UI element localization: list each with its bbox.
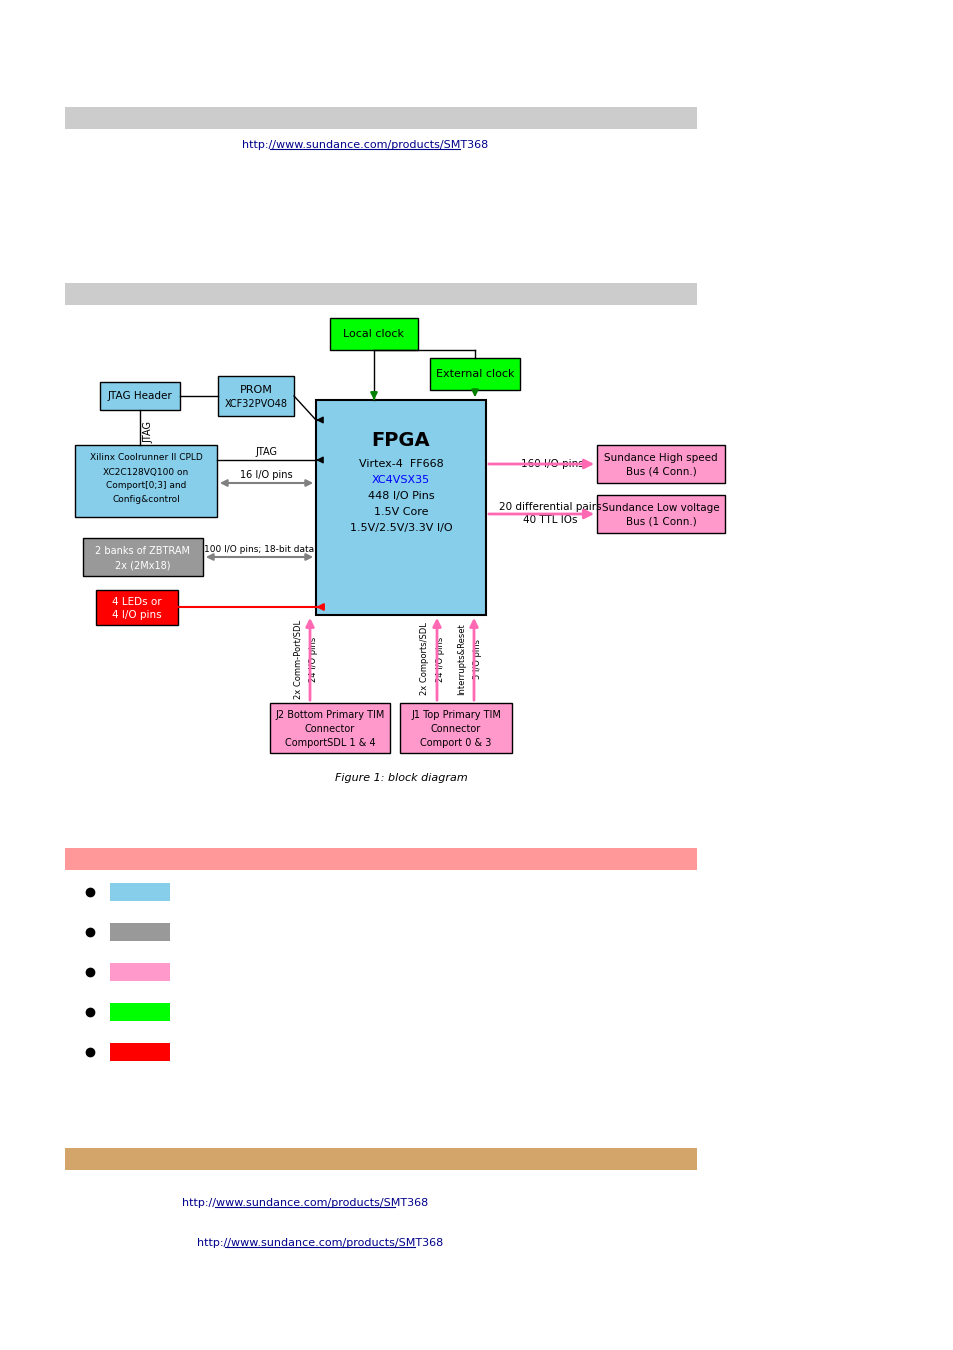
Text: 1.5V/2.5V/3.3V I/O: 1.5V/2.5V/3.3V I/O bbox=[350, 522, 452, 533]
Text: PROM: PROM bbox=[239, 385, 273, 396]
Text: 20 differential pairs: 20 differential pairs bbox=[498, 502, 600, 512]
Text: JTAG: JTAG bbox=[143, 421, 152, 443]
Bar bbox=[110, 963, 170, 981]
Bar bbox=[597, 446, 724, 483]
Text: Comport[0;3] and: Comport[0;3] and bbox=[106, 482, 186, 490]
Text: http://www.sundance.com/products/SMT368: http://www.sundance.com/products/SMT368 bbox=[182, 1197, 428, 1208]
Text: Virtex-4  FF668: Virtex-4 FF668 bbox=[358, 459, 443, 468]
Text: Connector: Connector bbox=[305, 724, 355, 734]
Text: Connector: Connector bbox=[431, 724, 480, 734]
Bar bbox=[330, 319, 417, 350]
Text: External clock: External clock bbox=[436, 369, 514, 379]
Bar bbox=[110, 1044, 170, 1061]
Text: 24 I/O pins: 24 I/O pins bbox=[436, 636, 445, 682]
Text: XC2C128VQ100 on: XC2C128VQ100 on bbox=[103, 467, 189, 477]
Text: 4 I/O pins: 4 I/O pins bbox=[112, 610, 162, 620]
Text: J2 Bottom Primary TIM: J2 Bottom Primary TIM bbox=[275, 710, 384, 720]
Text: 4 LEDs or: 4 LEDs or bbox=[112, 597, 162, 608]
Text: Bus (4 Conn.): Bus (4 Conn.) bbox=[625, 467, 696, 477]
Bar bbox=[83, 539, 203, 576]
Bar bbox=[65, 848, 697, 869]
Bar bbox=[100, 382, 180, 410]
Bar bbox=[399, 703, 512, 753]
Text: Xilinx Coolrunner II CPLD: Xilinx Coolrunner II CPLD bbox=[90, 454, 202, 463]
Text: Config&control: Config&control bbox=[112, 495, 180, 505]
Bar bbox=[110, 1003, 170, 1021]
Bar bbox=[315, 400, 485, 616]
Text: http://www.sundance.com/products/SMT368: http://www.sundance.com/products/SMT368 bbox=[196, 1238, 442, 1247]
Text: ComportSDL 1 & 4: ComportSDL 1 & 4 bbox=[284, 738, 375, 748]
Text: 5 I/O pins: 5 I/O pins bbox=[473, 639, 482, 679]
Bar bbox=[430, 358, 519, 390]
Text: 2x Comports/SDL: 2x Comports/SDL bbox=[420, 622, 429, 695]
Text: http://www.sundance.com/products/SMT368: http://www.sundance.com/products/SMT368 bbox=[242, 140, 488, 150]
Text: FPGA: FPGA bbox=[372, 431, 430, 450]
Text: 2 banks of ZBTRAM: 2 banks of ZBTRAM bbox=[95, 545, 191, 556]
Text: Comport 0 & 3: Comport 0 & 3 bbox=[420, 738, 491, 748]
Bar bbox=[218, 377, 294, 416]
Text: J1 Top Primary TIM: J1 Top Primary TIM bbox=[411, 710, 500, 720]
Text: Local clock: Local clock bbox=[343, 329, 404, 339]
Text: JTAG: JTAG bbox=[254, 447, 276, 458]
Bar bbox=[110, 923, 170, 941]
Bar bbox=[597, 495, 724, 533]
Bar bbox=[96, 590, 178, 625]
Text: 2x (2Mx18): 2x (2Mx18) bbox=[115, 560, 171, 570]
Text: 24 I/O pins: 24 I/O pins bbox=[309, 636, 318, 682]
Bar bbox=[270, 703, 390, 753]
Text: Figure 1: block diagram: Figure 1: block diagram bbox=[335, 774, 467, 783]
Text: Bus (1 Conn.): Bus (1 Conn.) bbox=[625, 517, 696, 526]
Bar bbox=[110, 883, 170, 900]
Bar bbox=[65, 284, 697, 305]
Text: Interrupts&Reset: Interrupts&Reset bbox=[457, 624, 466, 695]
Text: Sundance Low voltage: Sundance Low voltage bbox=[601, 504, 720, 513]
Text: Sundance High speed: Sundance High speed bbox=[603, 454, 717, 463]
Text: XCF32PVO48: XCF32PVO48 bbox=[224, 400, 287, 409]
Bar bbox=[75, 446, 216, 517]
Text: 448 I/O Pins: 448 I/O Pins bbox=[367, 491, 434, 501]
Text: JTAG Header: JTAG Header bbox=[108, 392, 172, 401]
Text: 2x Comm-Port/SDL: 2x Comm-Port/SDL bbox=[294, 620, 302, 698]
Bar bbox=[65, 107, 697, 130]
Text: 100 I/O pins; 18-bit data: 100 I/O pins; 18-bit data bbox=[204, 544, 314, 554]
Text: XC4VSX35: XC4VSX35 bbox=[372, 475, 430, 485]
Text: 160 I/O pins: 160 I/O pins bbox=[520, 459, 583, 468]
Text: 1.5V Core: 1.5V Core bbox=[374, 508, 428, 517]
Text: 40 TTL IOs: 40 TTL IOs bbox=[522, 514, 577, 525]
Text: 16 I/O pins: 16 I/O pins bbox=[239, 470, 292, 481]
Bar bbox=[65, 1148, 697, 1170]
